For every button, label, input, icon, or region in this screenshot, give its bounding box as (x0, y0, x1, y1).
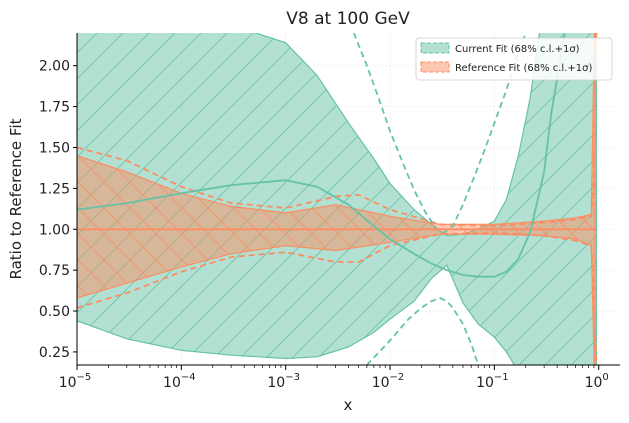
plot-area (77, 33, 598, 365)
y-tick-label: 1.75 (39, 100, 70, 116)
y-tick-label: 0.25 (39, 345, 70, 361)
current-fit-band-hatch (77, 33, 597, 365)
legend-label: Reference Fit (68% c.l.+1σ) (455, 63, 592, 74)
y-tick-label: 0.75 (39, 263, 70, 279)
y-tick-label: 1.00 (39, 222, 70, 238)
legend-swatch (420, 42, 450, 54)
legend: Current Fit (68% c.l.+1σ) Reference Fit (… (415, 37, 613, 81)
legend-swatch (420, 61, 450, 73)
y-tick-label: 0.50 (39, 304, 70, 320)
reference-fit-dashed-lower (77, 231, 598, 365)
y-tick-label: 2.00 (39, 59, 70, 75)
x-tick-label: 10−3 (267, 372, 300, 391)
y-tick-label: 1.25 (39, 181, 70, 197)
reference-fit-band-hatch (77, 33, 596, 365)
current-fit-dashed-lower (366, 296, 480, 365)
current-fit-central-line (77, 33, 566, 278)
y-tick-label: 1.50 (39, 140, 70, 156)
x-tick-label: 10−5 (59, 372, 92, 391)
x-tick-label: 100 (585, 372, 609, 391)
x-tick-label: 10−2 (372, 372, 405, 391)
x-tick-label: 10−4 (163, 372, 196, 391)
legend-box (415, 37, 613, 81)
x-axis-label: x (344, 396, 353, 414)
axes: 0.25 0.50 0.75 1.00 1.25 1.50 1.75 2.00 10−5 10−4… (39, 33, 620, 391)
legend-label: Current Fit (68% c.l.+1σ) (455, 44, 580, 55)
chart-title: V8 at 100 GeV (286, 9, 410, 29)
x-tick-label: 10−1 (476, 372, 509, 391)
y-axis-label: Ratio to Reference Fit (7, 118, 25, 279)
current-fit-dashed-upper (352, 33, 527, 234)
